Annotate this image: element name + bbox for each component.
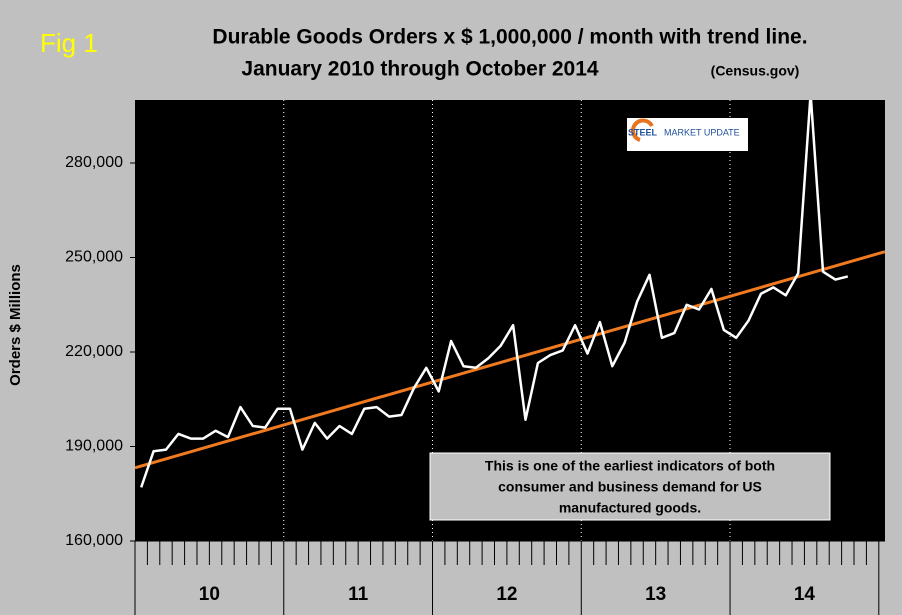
- x-tick-label: 13: [645, 584, 666, 605]
- logo-text: STEEL: [628, 127, 658, 137]
- x-tick-label: 11: [348, 584, 369, 605]
- trend-line: [135, 250, 885, 470]
- annotation: This is one of the earliest indicators o…: [485, 458, 775, 474]
- logo-text: MARKET UPDATE: [664, 127, 740, 137]
- y-axis-label: Orders $ Millions: [7, 264, 24, 386]
- data-line: [140, 100, 849, 488]
- y-tick-label: 160,000: [65, 532, 123, 549]
- y-tick-label: 280,000: [65, 154, 123, 171]
- fig-label: Fig 1: [40, 28, 98, 58]
- annotation-box: [429, 452, 831, 521]
- chart-title: Durable Goods Orders x $ 1,000,000 / mon…: [212, 26, 807, 49]
- y-tick-label: 190,000: [65, 438, 123, 455]
- annotation: manufactured goods.: [559, 500, 701, 516]
- y-tick-label: 250,000: [65, 249, 123, 266]
- logo-swoosh: [631, 118, 654, 142]
- x-tick-label: 12: [496, 584, 517, 605]
- x-tick-label: 10: [199, 584, 220, 605]
- chart-subtitle: January 2010 through October 2014: [241, 58, 598, 81]
- y-tick-label: 220,000: [65, 343, 123, 360]
- annotation: consumer and business demand for US: [498, 479, 762, 495]
- source: (Census.gov): [711, 63, 800, 79]
- x-tick-label: 14: [794, 584, 816, 605]
